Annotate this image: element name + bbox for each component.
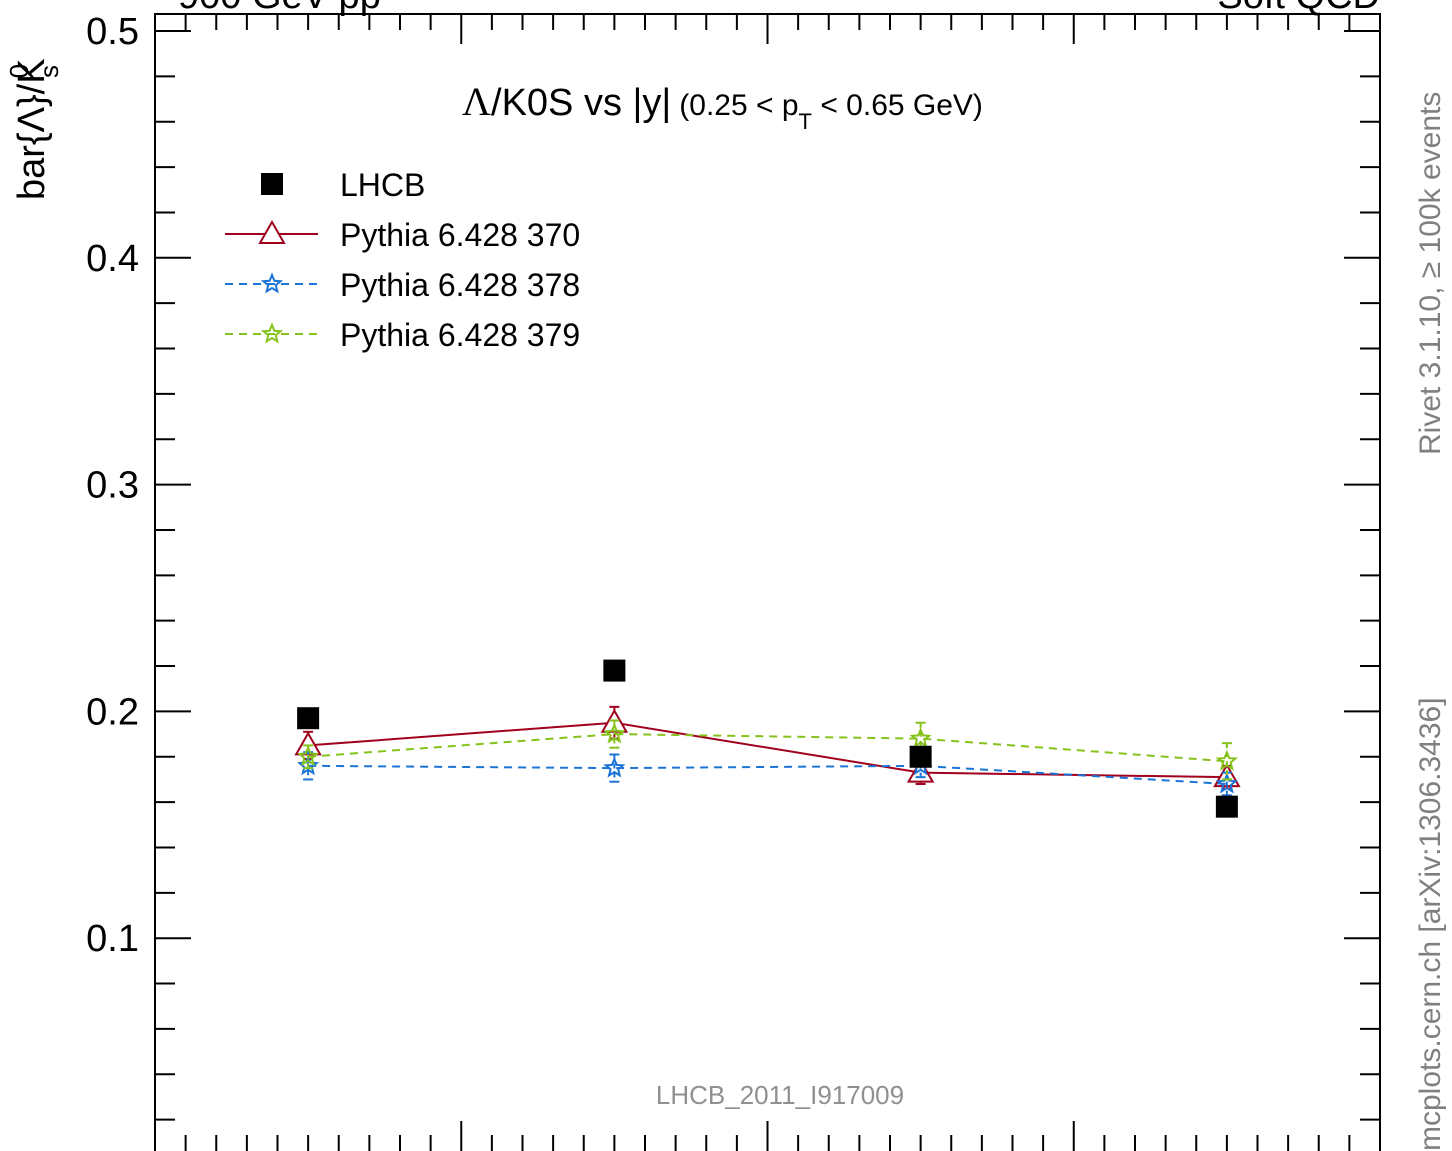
series-lhcb [297,659,1238,818]
y-tick-label: 0.3 [86,465,139,507]
y-tick-label: 0.4 [86,238,139,280]
legend-label: Pythia 6.428 378 [340,267,580,303]
legend-marker [261,173,283,195]
data-point [1215,749,1238,771]
data-point [297,754,320,776]
legend-label: Pythia 6.428 370 [340,217,580,253]
legend-entry: Pythia 6.428 378 [225,267,580,303]
top-right-label: Soft QCD [1217,0,1380,17]
side-text-bottom: mcplots.cern.ch [arXiv:1306.3436] [1414,697,1447,1151]
side-text-top: Rivet 3.1.10, ≥ 100k events [1414,92,1447,455]
title-main: /K0S vs |y| [491,82,671,124]
data-point [1215,795,1238,818]
legend-entry: LHCB [261,167,425,203]
legend-label: LHCB [340,167,425,203]
chart-title: Λ/K0S vs |y| (0.25 < pT < 0.65 GeV) [462,79,983,134]
data-point [297,745,320,767]
title-range-end: < 0.65 GeV) [812,89,983,122]
data-point [603,756,626,778]
data-point [603,659,626,682]
title-symbol: Λ [462,79,491,124]
title-range-sub: T [799,109,812,134]
data-point [1215,772,1238,794]
top-left-label: 900 GeV pp [178,0,381,17]
y-tick-label: 0.2 [86,691,139,733]
legend-entry: Pythia 6.428 370 [225,217,580,253]
series-pythia-6-428-379 [297,719,1238,781]
y-axis-label-sub: s [34,65,64,78]
y-axis-label: bar{Λ}/K0s [4,58,64,200]
legend-marker [258,219,286,244]
data-point [603,722,626,744]
plot-frame [154,13,1381,1151]
y-axis-label-main: bar{Λ}/K [11,58,53,200]
legend-label: Pythia 6.428 379 [340,317,580,353]
legend-marker [260,322,284,344]
analysis-watermark: LHCB_2011_I917009 [656,1080,904,1110]
series-line [308,721,1227,779]
title-range: (0.25 < p [679,89,798,122]
data-point [906,758,935,783]
data-point [297,707,320,730]
y-tick-label: 0.5 [86,11,139,53]
series-pythia-6-428-378 [297,751,1238,797]
legend-entry: Pythia 6.428 379 [225,317,580,353]
y-axis-label-sup: 0 [4,64,34,78]
y-tick-label: 0.1 [86,918,139,960]
data-point [909,745,932,768]
legend-marker [260,272,284,294]
data-point [909,726,932,749]
